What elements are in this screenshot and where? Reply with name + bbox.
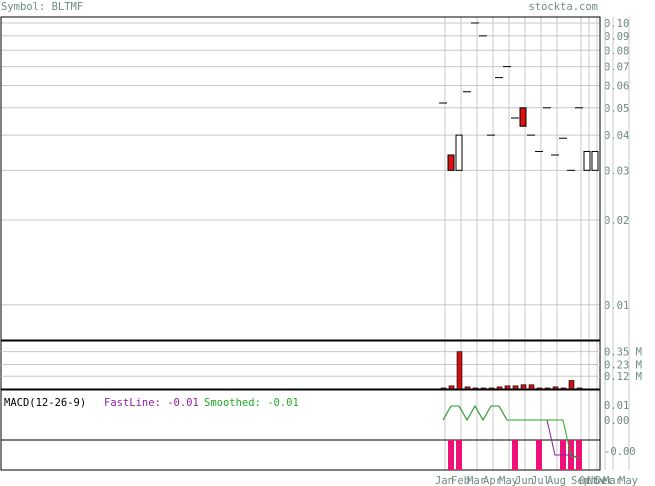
smoothed-label: Smoothed: -0.01	[204, 397, 299, 409]
volume-bar	[456, 351, 463, 390]
volume-bar	[504, 385, 511, 390]
x-tick-label: Jul	[531, 475, 550, 486]
x-tick-label: Mar	[603, 475, 622, 486]
volume-frame	[0, 340, 601, 390]
price-tick-label: 0.09	[604, 31, 629, 43]
site-label: stockta.com	[528, 1, 598, 13]
x-tick-label: May	[619, 475, 638, 486]
macd-lower-frame	[0, 439, 601, 471]
volume-bar	[472, 387, 479, 390]
x-tick-label: Nov	[587, 475, 606, 486]
macd-tick-label: 0.00	[604, 415, 629, 427]
up-candle	[591, 150, 599, 171]
macd-panel: MACD(12-26-9) FastLine: -0.01 Smoothed: -0…	[0, 389, 636, 471]
macd-title: MACD(12-26-9)	[4, 397, 86, 409]
macd-histogram-bar	[512, 440, 518, 470]
price-tick-label: 0.01	[604, 300, 629, 312]
volume-bar	[568, 380, 575, 390]
volume-bar	[552, 386, 559, 390]
macd-histogram-bar	[448, 440, 454, 470]
x-tick-label: Aug	[547, 475, 566, 486]
price-panel: 0.100.09 0.08 0.07 0.06 0.05 0.04 0.03 0.02 0.01	[0, 16, 630, 470]
x-tick-label: Apr	[483, 475, 502, 486]
price-tick-label: 0.02	[604, 215, 629, 227]
up-candle	[583, 150, 591, 171]
macd-tick-label: 0.01	[604, 400, 629, 412]
volume-bar	[464, 386, 471, 390]
volume-bar	[560, 387, 567, 390]
volume-tick-label: 0.23 M	[604, 359, 642, 371]
x-tick-label: Oct	[579, 475, 598, 486]
volume-bar	[544, 387, 551, 390]
volume-bar	[520, 384, 527, 390]
x-tick-label: Feb	[451, 475, 470, 486]
volume-bar	[448, 385, 455, 390]
volume-bar	[480, 387, 487, 390]
macd-histogram-bar	[536, 440, 542, 470]
x-tick-label: May	[499, 475, 518, 486]
up-candle	[455, 134, 463, 171]
price-tick-label: 0.06	[604, 80, 629, 92]
volume-bar	[576, 387, 583, 390]
macd-histogram-bar	[576, 440, 582, 470]
volume-bar	[512, 385, 519, 390]
volume-bar	[496, 386, 503, 390]
price-tick-label: 0.04	[604, 130, 629, 142]
x-tick-label: Jun	[515, 475, 534, 486]
volume-bar	[536, 387, 543, 390]
macd-histogram-bar	[456, 440, 462, 470]
price-frame	[0, 16, 601, 341]
price-tick-label: 0.10	[604, 18, 629, 30]
price-tick-label: 0.08	[604, 45, 629, 57]
volume-tick-label: 0.35 M	[604, 347, 642, 359]
x-tick-label: Dec	[595, 475, 614, 486]
x-tick-label: Mar	[467, 475, 486, 486]
down-candle	[447, 154, 455, 171]
symbol-label: Symbol: BLTMF	[1, 1, 83, 13]
price-tick-label: 0.05	[604, 103, 629, 115]
x-tick-label: Jan	[435, 475, 454, 486]
down-candle	[519, 107, 527, 127]
volume-bar	[528, 384, 535, 390]
price-tick-label: 0.07	[604, 62, 629, 74]
price-tick-label: 0.03	[604, 165, 629, 177]
volume-bar	[488, 387, 495, 390]
volume-panel: 0.35 M0.23 M0.12 M	[0, 340, 642, 390]
macd-frame	[0, 389, 601, 441]
x-tick-label: Sep	[571, 475, 590, 486]
macd-tick-label: -0.00	[604, 446, 636, 458]
fastline-label: FastLine: -0.01	[104, 397, 199, 409]
smoothed-series	[442, 404, 580, 459]
volume-tick-label: 0.12 M	[604, 371, 642, 383]
volume-bar	[440, 387, 447, 390]
